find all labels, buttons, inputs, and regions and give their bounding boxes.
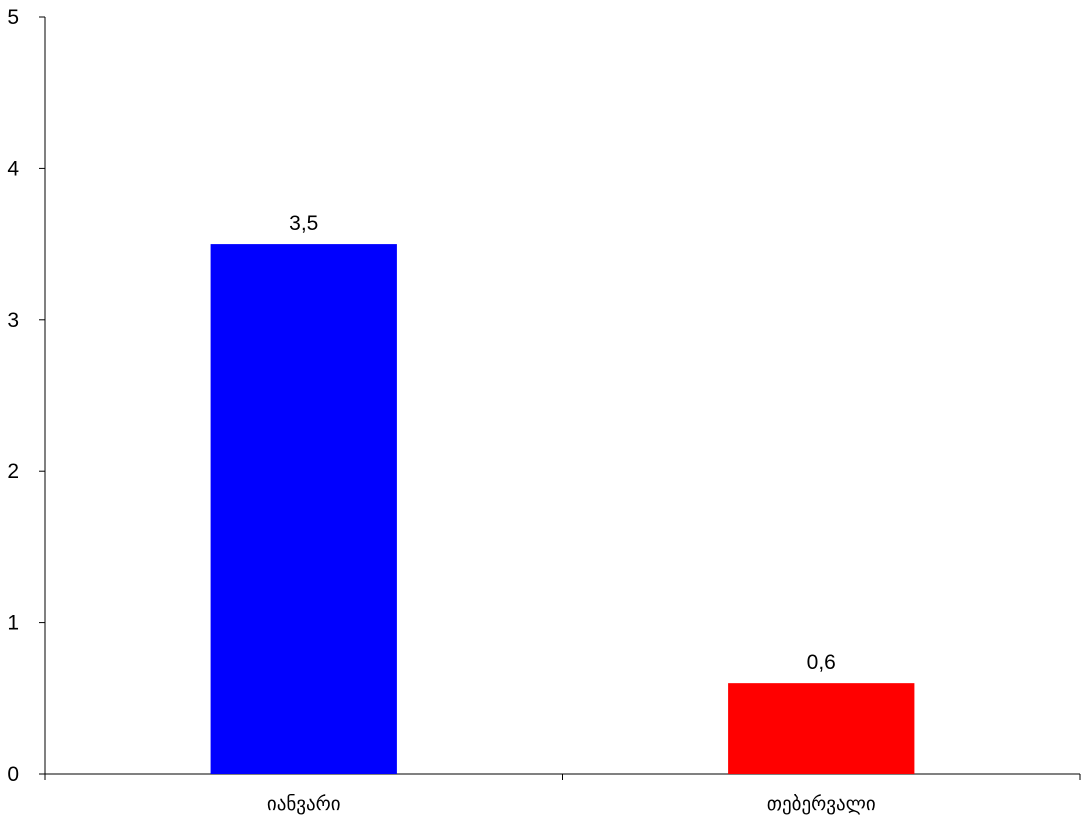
y-tick-label: 2 (7, 460, 19, 483)
y-axis: 0 1 2 3 4 5 (7, 6, 46, 786)
category-labels: იანვარი თებერვალი (267, 793, 876, 815)
data-label: 3,5 (289, 212, 318, 235)
bar (728, 683, 915, 774)
bars (210, 244, 915, 775)
x-tick-label: იანვარი (267, 793, 341, 815)
x-axis (44, 773, 1081, 780)
y-tick-label: 5 (7, 6, 19, 29)
y-tick-label: 4 (7, 157, 19, 180)
bar (210, 244, 397, 775)
y-tick-label: 0 (7, 763, 19, 786)
data-label: 0,6 (807, 651, 836, 674)
data-labels: 3,5 0,6 (289, 212, 836, 674)
y-tick-label: 1 (7, 612, 19, 635)
x-tick-label: თებერვალი (767, 793, 876, 815)
y-tick-label: 3 (7, 309, 19, 332)
